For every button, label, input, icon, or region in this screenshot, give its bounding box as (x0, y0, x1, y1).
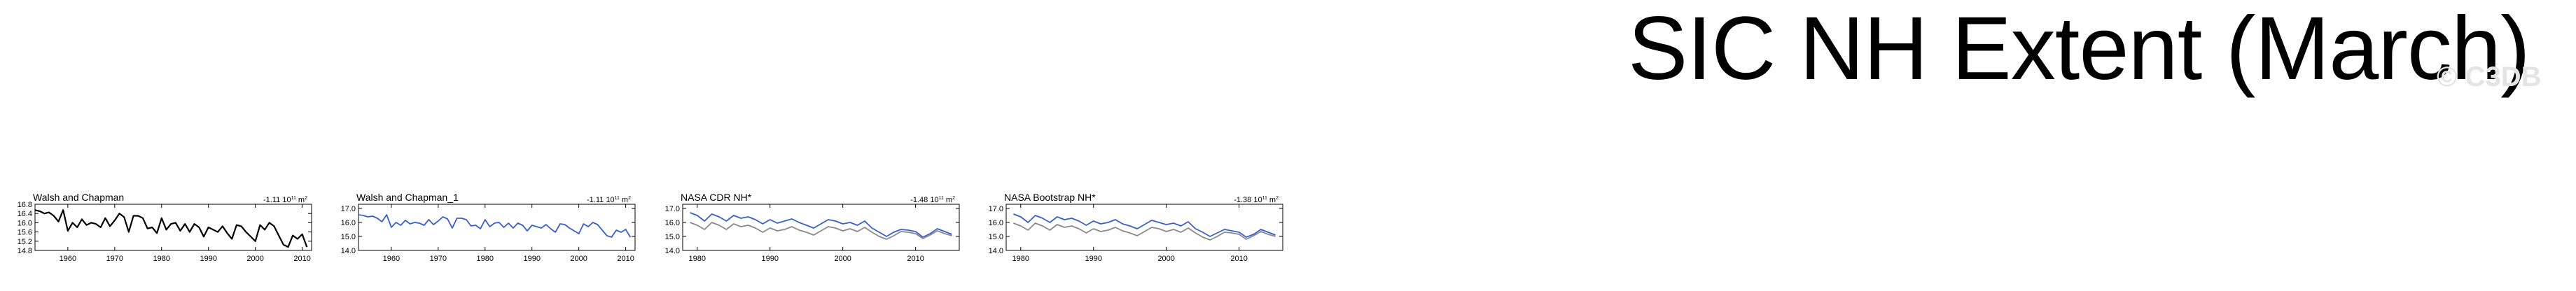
series-line-2 (1013, 222, 1276, 241)
x-tick-label: 1970 (430, 255, 447, 263)
trend-label: -1.48 1011 m2 (910, 196, 955, 204)
series-line-1 (690, 212, 952, 238)
y-tick-label: 17.0 (989, 205, 1003, 213)
y-tick-label: 14.0 (665, 247, 680, 255)
x-tick-label: 2000 (246, 255, 263, 263)
y-tick-label: 17.0 (341, 205, 356, 213)
watermark: © C3DB (2437, 62, 2542, 92)
y-tick-label: 16.0 (341, 219, 356, 227)
x-tick-label: 1960 (60, 255, 76, 263)
chart-title: NASA Bootstrap NH* (1004, 192, 1096, 203)
x-tick-label: 1980 (153, 255, 170, 263)
x-tick-label: 1960 (383, 255, 400, 263)
chart-panel-3: NASA CDR NH* -1.48 1011 m2 14.0 15.0 16.0 17.… (665, 192, 960, 263)
x-tick-label: 2000 (834, 255, 851, 263)
series-line-1 (1013, 213, 1276, 238)
chart-title: NASA CDR NH* (681, 192, 752, 203)
trend-label: -1.38 1011 m2 (1234, 196, 1279, 204)
x-tick-label: 1980 (689, 255, 706, 263)
x-tick-label: 1980 (477, 255, 494, 263)
y-tick-label: 15.0 (989, 233, 1003, 241)
x-tick-label: 1990 (523, 255, 540, 263)
plot-frame (682, 204, 960, 251)
y-tick-label: 16.0 (665, 219, 680, 227)
y-tick-label: 15.0 (665, 233, 680, 241)
y-tick-label: 15.0 (341, 233, 356, 241)
y-tick-label: 15.6 (18, 229, 32, 237)
y-tick-label: 17.0 (665, 205, 680, 213)
series-line-2 (690, 222, 952, 240)
series-line-1 (34, 209, 308, 248)
series-line-1 (358, 214, 632, 238)
x-tick-label: 2010 (617, 255, 634, 263)
x-tick-label: 1990 (200, 255, 216, 263)
chart-panel-2: Walsh and Chapman_1 -1.11 1011 m2 14.0 15.0… (341, 192, 636, 263)
x-tick-label: 2010 (907, 255, 924, 263)
y-tick-label: 16.0 (18, 219, 32, 227)
y-tick-label: 14.0 (341, 247, 356, 255)
chart-title: Walsh and Chapman_1 (356, 192, 459, 203)
x-tick-label: 2010 (293, 255, 310, 263)
trend-label: -1.11 1011 m2 (587, 196, 631, 204)
y-tick-label: 16.8 (18, 201, 32, 209)
charts-row: Walsh and Chapman -1.11 1011 m214.815.215… (18, 192, 1283, 263)
page-title: SIC NH Extent (March) (1628, 0, 2530, 99)
y-tick-label: 15.2 (18, 238, 32, 246)
x-tick-label: 1990 (761, 255, 778, 263)
x-tick-label: 1970 (106, 255, 123, 263)
plot-frame (34, 204, 312, 251)
x-tick-label: 1990 (1085, 255, 1101, 263)
y-tick-label: 16.0 (989, 219, 1003, 227)
plot-frame (1005, 204, 1283, 251)
chart-panel-1: Walsh and Chapman -1.11 1011 m2 14.815.215… (18, 192, 312, 263)
plot-frame (358, 204, 636, 251)
trend-label: -1.11 1011 m2 (263, 196, 307, 204)
chart-panel-4: NASA Bootstrap NH* -1.38 1011 m2 14.0 15.0 1… (989, 192, 1283, 263)
y-tick-label: 14.8 (18, 247, 32, 255)
y-tick-label: 14.0 (989, 247, 1003, 255)
x-tick-label: 1980 (1012, 255, 1029, 263)
x-tick-label: 2000 (1157, 255, 1174, 263)
x-tick-label: 2010 (1230, 255, 1247, 263)
chart-title: Walsh and Chapman (33, 192, 124, 203)
y-tick-label: 16.4 (18, 210, 32, 218)
x-tick-label: 2000 (570, 255, 587, 263)
